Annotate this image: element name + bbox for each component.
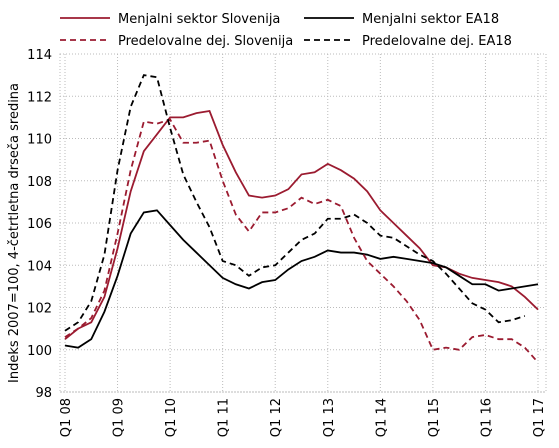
y-tick-label: 104 — [27, 259, 52, 274]
y-tick-label: 98 — [35, 386, 52, 401]
legend-label: Menjalni sektor Slovenija — [118, 12, 280, 27]
series-line — [64, 118, 539, 364]
x-tick-label: Q1 17 — [532, 398, 547, 437]
y-tick-label: 114 — [27, 48, 52, 63]
x-tick-label: Q1 10 — [164, 398, 179, 437]
y-tick-label: 108 — [27, 175, 52, 190]
y-tick-label: 102 — [27, 302, 52, 317]
legend-label: Menjalni sektor EA18 — [362, 12, 499, 27]
y-tick-label: 110 — [27, 133, 52, 148]
x-tick-label: Q1 09 — [112, 398, 127, 437]
y-axis-label: Indeks 2007=100, 4-četrtletna drseča sre… — [7, 83, 22, 383]
x-tick-label: Q1 15 — [427, 398, 442, 437]
y-tick-label: 112 — [27, 90, 52, 105]
y-tick-label: 106 — [27, 217, 52, 232]
series-line — [64, 74, 526, 332]
x-tick-label: Q1 11 — [217, 398, 232, 437]
x-tick-label: Q1 13 — [322, 398, 337, 437]
x-tick-label: Q1 16 — [479, 398, 494, 437]
legend-label: Predelovalne dej. Slovenija — [118, 34, 293, 49]
x-tick-label: Q1 12 — [269, 398, 284, 437]
x-tick-label: Q1 08 — [59, 398, 74, 437]
y-tick-label: 100 — [27, 344, 52, 359]
series-line — [64, 209, 539, 349]
x-tick-label: Q1 14 — [374, 398, 389, 437]
series-line — [64, 110, 539, 340]
legend-label: Predelovalne dej. EA18 — [362, 34, 512, 49]
